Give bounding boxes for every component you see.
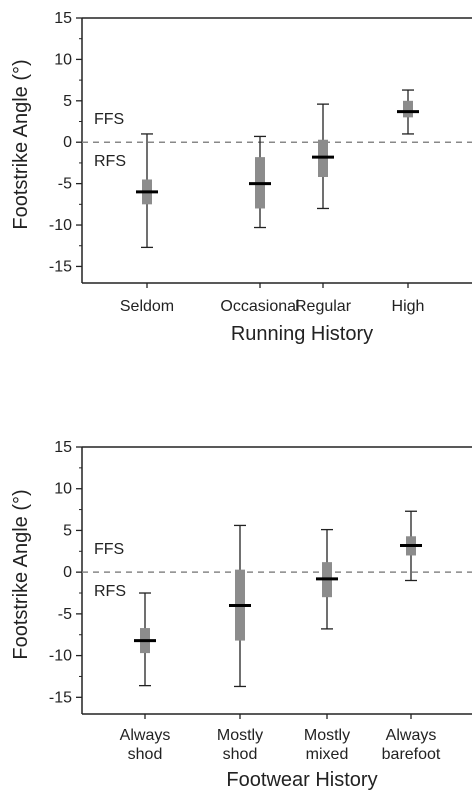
chart-2-x-axis-title: Footwear History xyxy=(226,769,377,791)
chart-2-y-tick-label: -10 xyxy=(49,648,72,665)
chart-1: 15 10 5 0 -5 -10 -15 FFS RFS Seldom OccasionalRegu… xyxy=(10,10,472,345)
chart-1-y-axis-title: Footstrike Angle (°) xyxy=(10,59,32,229)
chart-2-region-label-lower: RFS xyxy=(94,583,126,600)
chart-2-category-label: Always xyxy=(386,727,437,744)
chart-1-y-tick-label: 15 xyxy=(54,10,72,27)
chart-2-category-label: Mostly xyxy=(304,727,350,744)
chart-2-y-tick-label: -5 xyxy=(58,606,72,623)
chart-2-y-tick-label: 10 xyxy=(54,481,72,498)
chart-1-region-label-lower: RFS xyxy=(94,153,126,170)
chart-2-category-label: shod xyxy=(223,746,258,763)
chart-1-x-axis-title: Running History xyxy=(231,323,373,345)
chart-2-y-tick-label: 5 xyxy=(63,522,72,539)
chart-2-category-label: barefoot xyxy=(382,746,441,763)
chart-2-region-label-upper: FFS xyxy=(94,541,124,558)
chart-1-category-label: Occasional xyxy=(220,298,299,315)
chart-1-category-label: Seldom xyxy=(120,298,174,315)
chart-2-category-label: shod xyxy=(128,746,163,763)
chart-2-category-label: Mostly xyxy=(217,727,263,744)
chart-1-y-tick-label: 5 xyxy=(63,93,72,110)
chart-2-category-label: mixed xyxy=(306,746,349,763)
chart-1-region-label-upper: FFS xyxy=(94,111,124,128)
chart-1-box xyxy=(403,100,413,118)
chart-1-category-label: High xyxy=(392,298,425,315)
chart-2-y-axis-title: Footstrike Angle (°) xyxy=(10,489,32,659)
chart-1-y-tick-label: -5 xyxy=(58,176,72,193)
chart-2-y-tick-label: 15 xyxy=(54,439,72,456)
chart-1-y-tick-label: -15 xyxy=(49,258,72,275)
chart-2-y-tick-label: 0 xyxy=(63,564,72,581)
chart-1-y-tick-label: 0 xyxy=(63,134,72,151)
chart-1-y-tick-label: 10 xyxy=(54,51,72,68)
chart-1-category-label: Regular xyxy=(295,298,352,315)
chart-2: 15 10 5 0 -5 -10 -15 FFS RFS Always shod Mostly shod… xyxy=(10,439,472,791)
chart-1-y-tick-label: -10 xyxy=(49,217,72,234)
chart-2-y-tick-label: -15 xyxy=(49,689,72,706)
chart-2-category-label: Always xyxy=(120,727,171,744)
